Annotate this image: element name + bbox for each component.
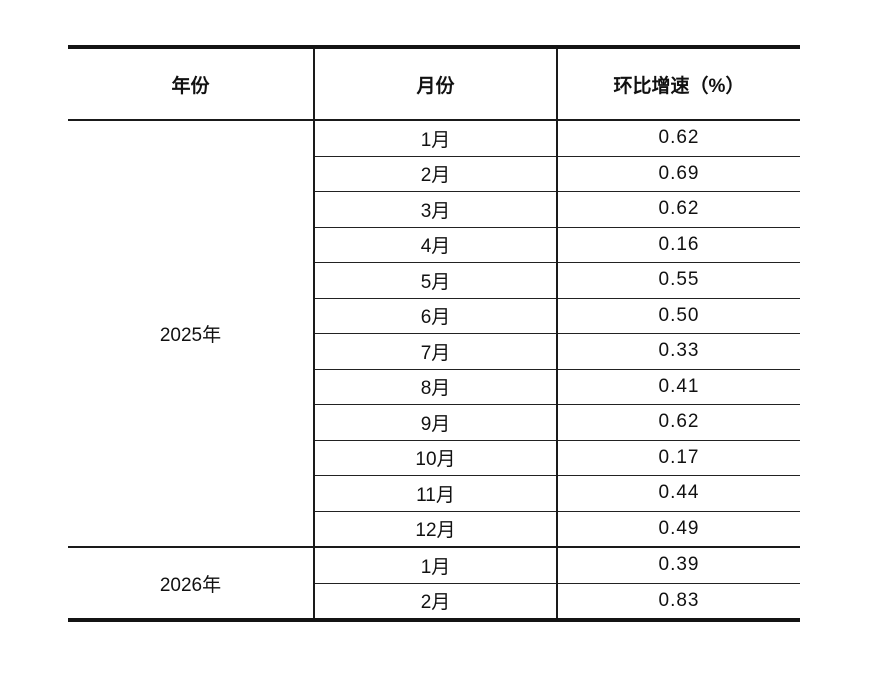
- month-cell: 1月: [313, 120, 557, 157]
- value-cell: 0.69: [556, 156, 800, 192]
- month-cell: 5月: [313, 262, 557, 299]
- table-row: 8月 0.41: [68, 369, 800, 405]
- table-row: 9月 0.62: [68, 404, 800, 441]
- table-row: 6月 0.50: [68, 298, 800, 334]
- table-row: 11月 0.44: [68, 475, 800, 512]
- month-cell: 8月: [313, 369, 557, 405]
- month-cell: 4月: [313, 227, 557, 263]
- month-cell: 11月: [313, 475, 557, 512]
- value-cell: 0.55: [556, 262, 800, 299]
- value-cell: 0.62: [556, 120, 800, 157]
- table-row: 5月 0.55: [68, 262, 800, 299]
- table-row: 12月 0.49: [68, 511, 800, 548]
- month-cell: 12月: [313, 511, 557, 548]
- table-row: 2月 0.69: [68, 156, 800, 192]
- year-cell: 2025年: [68, 120, 314, 548]
- month-cell: 2月: [313, 156, 557, 192]
- growth-rate-table: 年份 月份 环比增速（%） 2025年 1月 0.62 2月 0.69 3月 0.62 4月 0…: [68, 45, 800, 622]
- month-cell: 7月: [313, 333, 557, 370]
- column-header-growth-rate: 环比增速（%）: [556, 47, 800, 121]
- value-cell: 0.17: [556, 440, 800, 476]
- column-header-year: 年份: [68, 47, 314, 121]
- month-cell: 9月: [313, 404, 557, 441]
- value-cell: 0.49: [556, 511, 800, 548]
- value-cell: 0.16: [556, 227, 800, 263]
- header-row: 年份 月份 环比增速（%）: [68, 47, 800, 121]
- value-cell: 0.41: [556, 369, 800, 405]
- table-header: 年份 月份 环比增速（%）: [68, 47, 800, 121]
- table-row: 7月 0.33: [68, 333, 800, 370]
- table-row: 2月 0.83: [68, 583, 800, 621]
- table-body: 2025年 1月 0.62 2月 0.69 3月 0.62 4月 0.16 5月 0.55 6月 0.5…: [68, 120, 800, 621]
- value-cell: 0.83: [556, 583, 800, 621]
- month-cell: 1月: [313, 547, 557, 584]
- table-row: 2025年 1月 0.62: [68, 120, 800, 548]
- year-cell: 2026年: [68, 547, 314, 621]
- table-row: 2026年 1月 0.39: [68, 547, 800, 621]
- column-header-month: 月份: [313, 47, 557, 121]
- value-cell: 0.62: [556, 404, 800, 441]
- value-cell: 0.44: [556, 475, 800, 512]
- month-cell: 3月: [313, 191, 557, 228]
- value-cell: 0.62: [556, 191, 800, 228]
- month-cell: 10月: [313, 440, 557, 476]
- month-cell: 2月: [313, 583, 557, 621]
- value-cell: 0.50: [556, 298, 800, 334]
- table-row: 3月 0.62: [68, 191, 800, 228]
- table-row: 4月 0.16: [68, 227, 800, 263]
- value-cell: 0.39: [556, 547, 800, 584]
- table-row: 10月 0.17: [68, 440, 800, 476]
- month-cell: 6月: [313, 298, 557, 334]
- value-cell: 0.33: [556, 333, 800, 370]
